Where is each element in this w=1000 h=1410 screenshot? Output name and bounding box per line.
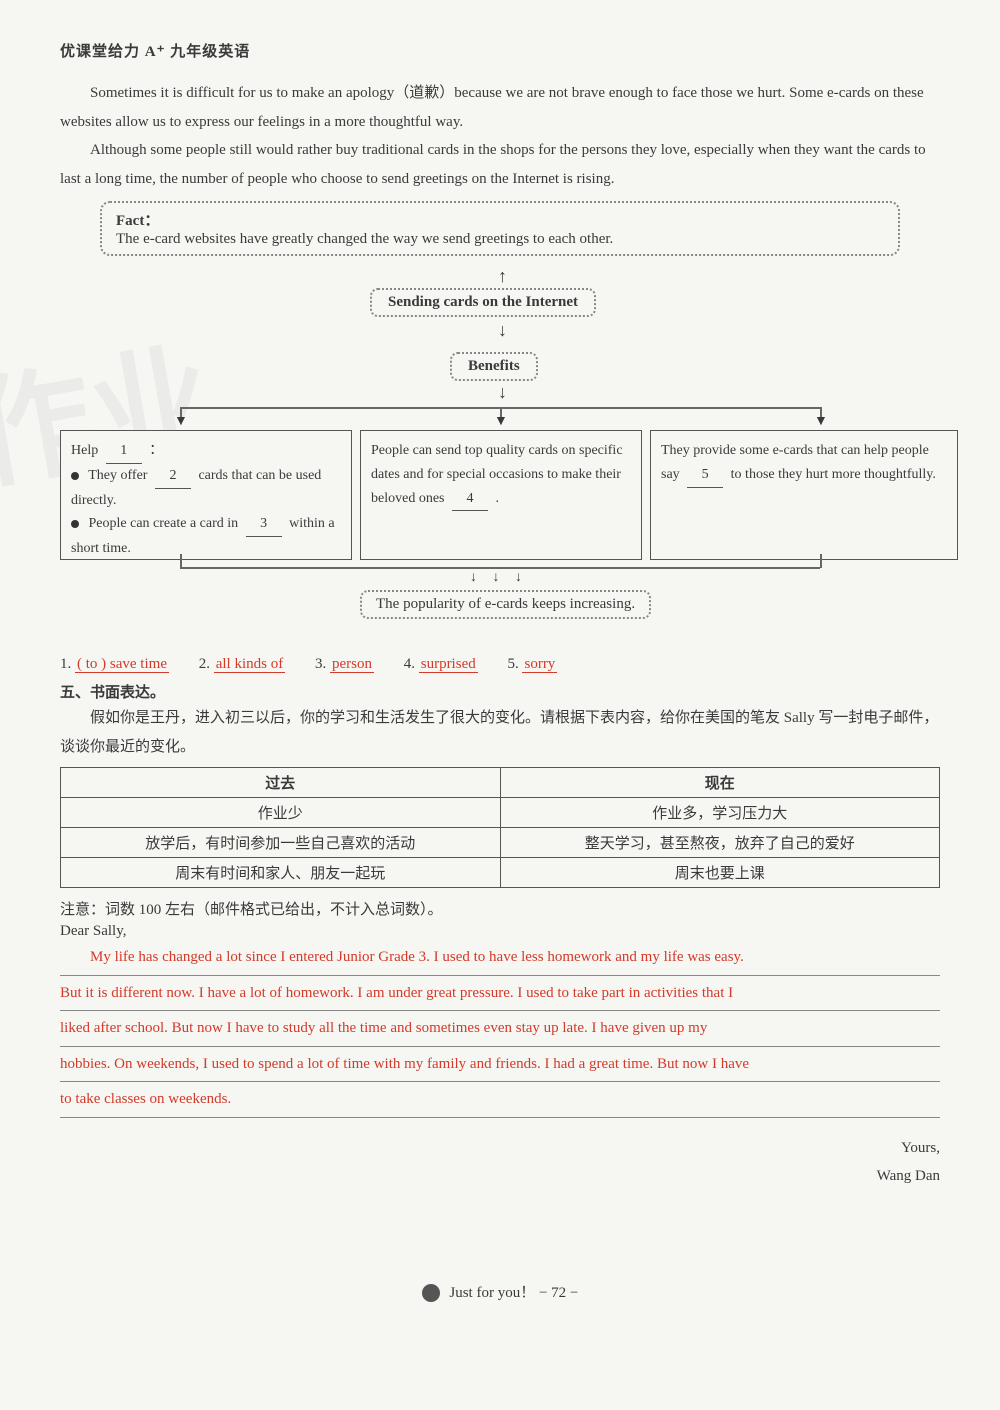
page: 作业 优课堂给力 A⁺ 九年级英语 Sometimes it is diffic…: [0, 0, 1000, 1410]
node-sending: Sending cards on the Internet: [370, 288, 596, 317]
box1-text: People can create a card in: [89, 516, 239, 531]
arrow-down-icon: ↓: [498, 382, 507, 403]
ans5-num: 5.: [507, 656, 518, 672]
benefit-box-1: Help 1 ： They offer 2 cards that can be …: [60, 430, 352, 560]
fact-text: The e-card websites have greatly changed…: [116, 231, 613, 247]
connector-line: [180, 567, 820, 569]
letter-greeting: Dear Sally,: [60, 923, 940, 940]
ans3-num: 3.: [315, 656, 326, 672]
connector-line: [820, 554, 822, 568]
compare-table: 过去 现在 作业少 作业多，学习压力大 放学后，有时间参加一些自己喜欢的活动 整…: [60, 767, 940, 888]
fact-label: Fact：: [116, 213, 159, 229]
ans2: all kinds of: [214, 656, 286, 673]
section-5-head: 五、书面表达。: [60, 681, 940, 702]
table-row: 过去 现在: [61, 768, 940, 798]
blank-1: 1: [106, 439, 142, 464]
bullet-icon: [71, 520, 79, 528]
footer-text: Just for you！ − 72 −: [449, 1285, 578, 1301]
letter-line-5: to take classes on weekends.: [60, 1082, 940, 1118]
letter-line-1: My life has changed a lot since I entere…: [60, 940, 940, 976]
arrow-down-icon: ▼: [174, 414, 188, 430]
td: 周末也要上课: [500, 858, 940, 888]
td: 作业少: [61, 798, 501, 828]
ans5: sorry: [522, 656, 557, 673]
arrow-down-icon: ↓: [498, 320, 507, 341]
ans4: surprised: [419, 656, 478, 673]
book-header: 优课堂给力 A⁺ 九年级英语: [60, 40, 940, 61]
fact-box: Fact： The e-card websites have greatly c…: [100, 201, 900, 256]
benefit-box-3: They provide some e-cards that can help …: [650, 430, 958, 560]
table-row: 放学后，有时间参加一些自己喜欢的活动 整天学习，甚至熬夜，放弃了自己的爱好: [61, 828, 940, 858]
arrow-down-icon: ↓ ↓ ↓: [470, 570, 528, 586]
section-5-intro: 假如你是王丹，进入初三以后，你的学习和生活发生了很大的变化。请根据下表内容，给你…: [60, 704, 940, 761]
benefit-box-2: People can send top quality cards on spe…: [360, 430, 642, 560]
arrow-down-icon: ▼: [494, 414, 508, 430]
answers-row: 1. ( to ) save time 2. all kinds of 3. p…: [60, 656, 940, 673]
footer-logo-icon: [422, 1284, 440, 1302]
th-now: 现在: [500, 768, 940, 798]
box1-text: They offer: [88, 468, 147, 483]
letter-line-2: But it is different now. I have a lot of…: [60, 976, 940, 1012]
ans3: person: [330, 656, 374, 673]
page-footer: Just for you！ − 72 −: [60, 1281, 940, 1303]
box1-text: ：: [149, 443, 163, 458]
diagram: ↑ Sending cards on the Internet ↓ Benefi…: [60, 262, 940, 652]
node-popularity: The popularity of e-cards keeps increasi…: [360, 590, 651, 619]
node-benefits: Benefits: [450, 352, 538, 381]
arrow-up-icon: ↑: [498, 266, 507, 287]
letter-closing: Yours, Wang Dan: [60, 1134, 940, 1191]
box2-text: .: [495, 491, 499, 506]
connector-line: [180, 554, 182, 568]
paragraph-1: Sometimes it is difficult for us to make…: [60, 79, 940, 136]
ans2-num: 2.: [199, 656, 210, 672]
td: 周末有时间和家人、朋友一起玩: [61, 858, 501, 888]
note: 注意：词数 100 左右（邮件格式已给出，不计入总词数）。: [60, 898, 940, 919]
yours: Yours,: [60, 1134, 940, 1163]
blank-2: 2: [155, 464, 191, 489]
td: 作业多，学习压力大: [500, 798, 940, 828]
letter-line-3: liked after school. But now I have to st…: [60, 1011, 940, 1047]
blank-3: 3: [246, 512, 282, 537]
th-past: 过去: [61, 768, 501, 798]
signature: Wang Dan: [60, 1162, 940, 1191]
blank-4: 4: [452, 487, 488, 512]
td: 放学后，有时间参加一些自己喜欢的活动: [61, 828, 501, 858]
bullet-icon: [71, 472, 79, 480]
table-row: 作业少 作业多，学习压力大: [61, 798, 940, 828]
letter-line-4: hobbies. On weekends, I used to spend a …: [60, 1047, 940, 1083]
table-row: 周末有时间和家人、朋友一起玩 周末也要上课: [61, 858, 940, 888]
arrow-down-icon: ▼: [814, 414, 828, 430]
blank-5: 5: [687, 463, 723, 488]
paragraph-2: Although some people still would rather …: [60, 136, 940, 193]
box3-text: to those they hurt more thoughtfully.: [731, 467, 936, 482]
ans1: ( to ) save time: [75, 656, 169, 673]
ans4-num: 4.: [404, 656, 415, 672]
box1-text: Help: [71, 443, 98, 458]
td: 整天学习，甚至熬夜，放弃了自己的爱好: [500, 828, 940, 858]
ans1-num: 1.: [60, 656, 71, 672]
